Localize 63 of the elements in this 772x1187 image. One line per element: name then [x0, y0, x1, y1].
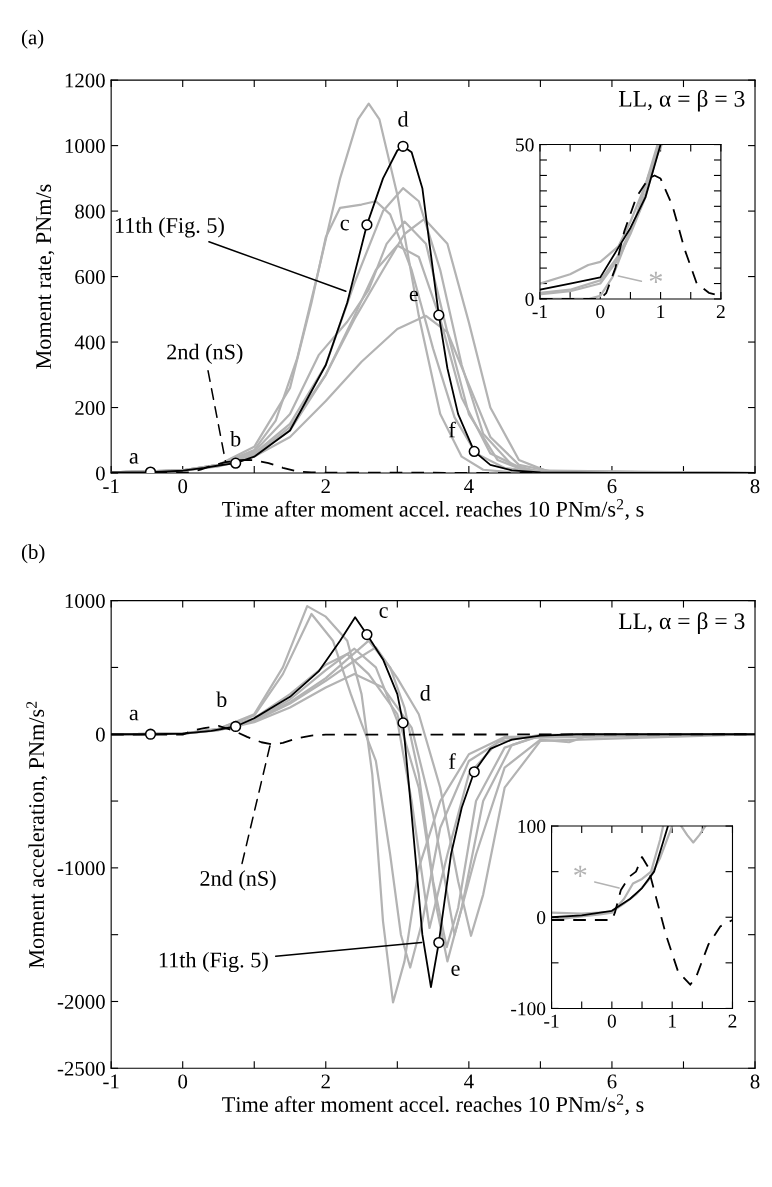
x-tick-label: -1: [103, 479, 119, 494]
x-tick-label: 0: [607, 1014, 616, 1028]
annotation: f: [448, 753, 456, 769]
x-axis-title: Time after moment accel. reaches 10 PNm/s$^{2}$, s: [222, 499, 644, 520]
x-tick-label: 2: [728, 1014, 737, 1028]
annotation: *: [649, 271, 663, 283]
annotation: f: [448, 421, 456, 438]
x-tick-label: 1: [657, 305, 665, 319]
y-tick-label: 400: [74, 335, 105, 350]
y-tick-label: 200: [75, 400, 105, 415]
x-tick-label: 2: [321, 1074, 330, 1089]
y-tick-label: 600: [75, 269, 105, 284]
annotation: LL, α = β = 3: [618, 89, 745, 112]
x-axis-title: Time after moment accel. reaches 10 PNm/s$^{2}$, s: [222, 1094, 644, 1116]
x-tick-label: -1: [103, 1074, 119, 1089]
chart-title: (b): [21, 544, 45, 564]
annotation: b: [216, 691, 227, 708]
y-tick-label: 50: [516, 138, 534, 152]
y-tick-label: 1000: [65, 594, 105, 609]
y-tick-label: -2000: [57, 994, 105, 1009]
annotation: c: [340, 219, 349, 231]
y-tick-label: 100: [518, 819, 546, 833]
annotation: d: [420, 685, 431, 701]
y-axis-title: Moment rate, PNm/s: [36, 184, 55, 369]
annotation: 2nd (nS): [200, 870, 276, 891]
x-tick-label: 8: [750, 1074, 760, 1089]
y-tick-label: -1000: [57, 861, 105, 876]
annotation: b: [230, 430, 241, 447]
y-tick-label: -2500: [57, 1061, 105, 1076]
x-tick-label: 0: [178, 1074, 188, 1089]
x-tick-label: -1: [532, 305, 547, 319]
y-tick-label: 0: [95, 466, 105, 481]
x-tick-label: 0: [178, 479, 188, 494]
y-tick-label: 1000: [65, 138, 105, 154]
y-tick-label: 0: [525, 292, 534, 306]
y-tick-label: 0: [537, 911, 546, 925]
x-tick-label: 4: [464, 479, 474, 494]
annotation: d: [398, 111, 409, 127]
annotation: e: [409, 290, 418, 302]
annotation: LL, α = β = 3: [618, 612, 745, 634]
x-tick-label: 6: [607, 479, 617, 494]
x-tick-label: 6: [607, 1074, 617, 1089]
y-tick-label: -100: [511, 1002, 546, 1016]
x-tick-label: 1: [669, 1014, 676, 1028]
x-tick-label: 0: [596, 305, 605, 319]
annotation: *: [574, 865, 587, 877]
annotation: 2nd (nS): [167, 343, 243, 364]
x-tick-label: 8: [750, 479, 760, 494]
chart-title: (a): [21, 29, 44, 49]
annotation: 11th (Fig. 5): [159, 951, 268, 973]
x-tick-label: 2: [321, 479, 330, 494]
annotation: c: [379, 607, 388, 618]
y-tick-label: 800: [75, 204, 105, 219]
x-tick-label: 2: [716, 305, 725, 319]
x-tick-label: 4: [464, 1074, 474, 1089]
y-tick-label: 1200: [65, 73, 105, 88]
x-tick-label: -1: [544, 1014, 559, 1028]
y-axis-title: Moment acceleration, PNm/s$^{2}$: [26, 701, 48, 969]
y-tick-label: 0: [95, 727, 105, 742]
annotation: 11th (Fig. 5): [115, 217, 224, 238]
annotation: a: [129, 453, 139, 464]
annotation: a: [129, 709, 139, 721]
annotation: e: [451, 965, 460, 976]
